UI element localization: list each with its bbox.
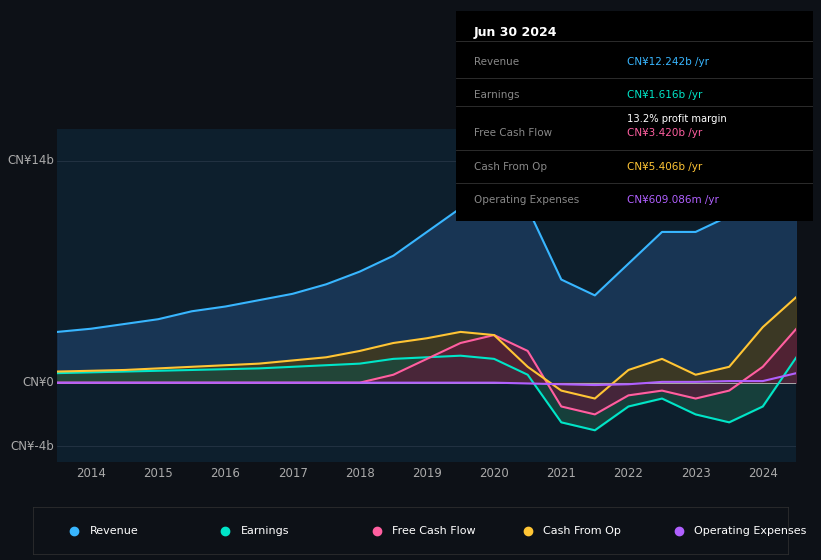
Text: Jun 30 2024: Jun 30 2024 bbox=[474, 26, 557, 39]
Text: Free Cash Flow: Free Cash Flow bbox=[392, 526, 475, 535]
Text: CN¥14b: CN¥14b bbox=[7, 154, 54, 167]
Text: Revenue: Revenue bbox=[474, 57, 519, 67]
Text: CN¥1.616b /yr: CN¥1.616b /yr bbox=[627, 90, 703, 100]
Text: Earnings: Earnings bbox=[241, 526, 289, 535]
Text: CN¥5.406b /yr: CN¥5.406b /yr bbox=[627, 162, 702, 171]
Text: Earnings: Earnings bbox=[474, 90, 519, 100]
Text: Free Cash Flow: Free Cash Flow bbox=[474, 128, 552, 138]
Text: Cash From Op: Cash From Op bbox=[474, 162, 547, 171]
Text: CN¥-4b: CN¥-4b bbox=[10, 440, 54, 452]
Text: 13.2% profit margin: 13.2% profit margin bbox=[627, 114, 727, 124]
Text: Revenue: Revenue bbox=[89, 526, 138, 535]
Text: CN¥609.086m /yr: CN¥609.086m /yr bbox=[627, 195, 719, 205]
Text: Cash From Op: Cash From Op bbox=[543, 526, 621, 535]
Text: Operating Expenses: Operating Expenses bbox=[694, 526, 806, 535]
Text: Operating Expenses: Operating Expenses bbox=[474, 195, 579, 205]
Text: CN¥3.420b /yr: CN¥3.420b /yr bbox=[627, 128, 702, 138]
Text: CN¥12.242b /yr: CN¥12.242b /yr bbox=[627, 57, 709, 67]
Text: CN¥0: CN¥0 bbox=[22, 376, 54, 389]
